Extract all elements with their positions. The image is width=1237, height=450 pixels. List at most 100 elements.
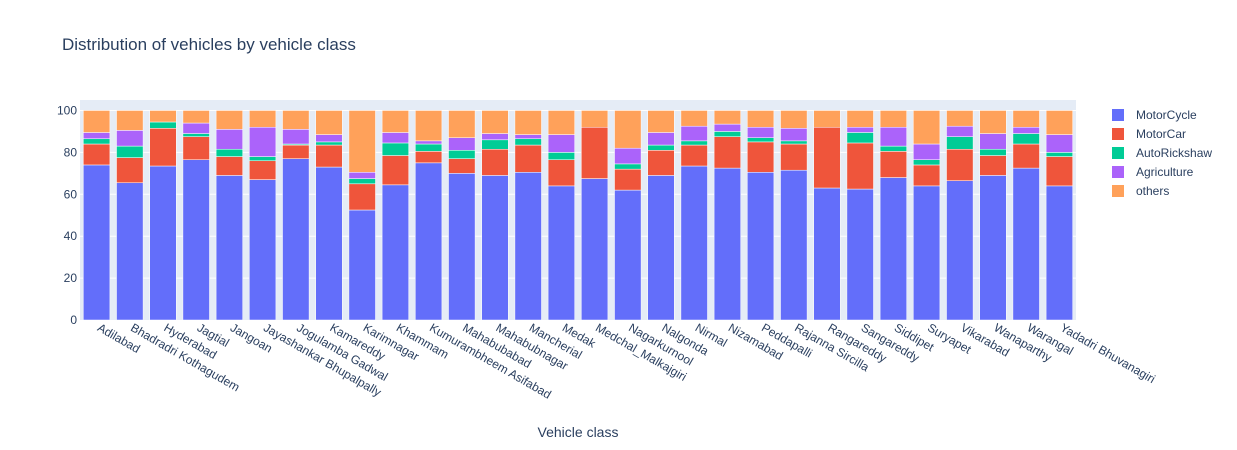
bar-agriculture-17 [647,132,675,146]
bar-motorcar-13 [514,144,542,173]
bar-motorcycle-6 [282,158,310,321]
legend-item-agriculture[interactable]: Agriculture [1112,165,1194,179]
legend-label: MotorCycle [1136,108,1197,122]
bar-agriculture-21 [780,128,808,142]
legend[interactable]: MotorCycle MotorCar AutoRickshaw Agricultur… [1112,108,1212,198]
bar-others-15 [581,110,609,128]
bar-motorcar-18 [680,144,708,167]
bar-agriculture-6 [282,129,310,145]
legend-item-others[interactable]: others [1112,184,1169,198]
bar-agriculture-3 [182,122,210,134]
bar-agriculture-7 [315,134,343,143]
legend-label: AutoRickshaw [1136,146,1212,160]
bar-motorcar-12 [481,148,509,176]
y-tick-label: 60 [64,187,78,201]
bar-agriculture-12 [481,133,509,141]
x-axis-title: Vehicle class [538,424,619,440]
bar-motorcar-14 [547,159,575,187]
bar-motorcycle-26 [946,180,974,321]
bar-motorcar-19 [713,136,741,169]
bar-others-10 [415,110,443,142]
bar-agriculture-29 [1045,134,1073,153]
bar-motorcycle-19 [713,167,741,321]
bar-autorickshaw-12 [481,139,509,150]
bar-autorickshaw-13 [514,138,542,146]
bar-motorcar-21 [780,143,808,171]
legend-item-motorcar[interactable]: MotorCar [1112,127,1186,141]
bar-motorcar-27 [979,155,1007,176]
bar-others-27 [979,110,1007,134]
bar-motorcycle-21 [780,169,808,321]
bar-others-4 [215,110,243,130]
bar-motorcycle-3 [182,159,210,321]
bar-autorickshaw-20 [747,137,775,143]
bar-motorcar-6 [282,144,310,159]
bar-motorcycle-7 [315,166,343,321]
bar-agriculture-20 [747,126,775,138]
bar-autorickshaw-14 [547,152,575,160]
bar-autorickshaw-0 [83,138,111,145]
legend-swatch [1112,109,1124,121]
bar-motorcycle-4 [215,175,243,321]
bar-motorcycle-24 [879,177,907,321]
bar-autorickshaw-1 [116,145,144,158]
y-tick-label: 0 [70,313,77,327]
bar-agriculture-26 [946,125,974,137]
bar-agriculture-28 [1012,126,1040,134]
bar-others-22 [813,110,841,128]
bar-others-18 [680,110,708,127]
bar-motorcar-24 [879,151,907,178]
legend-swatch [1112,147,1124,159]
legend-swatch [1112,128,1124,140]
bar-others-6 [282,110,310,130]
bar-autorickshaw-24 [879,145,907,152]
bar-motorcycle-12 [481,175,509,321]
bar-motorcar-28 [1012,143,1040,169]
legend-item-motorcycle[interactable]: MotorCycle [1112,108,1197,122]
bar-motorcycle-9 [381,184,409,321]
bar-motorcycle-18 [680,165,708,321]
bar-agriculture-24 [879,126,907,147]
bar-motorcar-1 [116,157,144,184]
bar-autorickshaw-8 [348,178,376,185]
bar-motorcar-29 [1045,156,1073,187]
bar-agriculture-27 [979,133,1007,150]
plot-area [80,100,1076,320]
bar-motorcycle-13 [514,172,542,321]
bar-motorcycle-29 [1045,185,1073,321]
y-axis-ticks: 0 20 40 60 80 100 [57,103,77,327]
bar-others-25 [913,110,941,145]
y-tick-label: 40 [64,229,78,243]
bar-autorickshaw-21 [780,140,808,145]
bar-motorcycle-10 [415,162,443,321]
bar-motorcar-26 [946,148,974,181]
bar-motorcycle-25 [913,185,941,321]
bar-others-19 [713,110,741,125]
bar-autorickshaw-29 [1045,152,1073,157]
bar-motorcycle-15 [581,178,609,321]
bar-agriculture-19 [713,123,741,132]
bar-others-12 [481,110,509,134]
bar-autorickshaw-9 [381,142,409,156]
bar-agriculture-16 [614,147,642,165]
bar-others-17 [647,110,675,133]
bar-motorcar-5 [249,160,277,180]
bar-motorcycle-17 [647,175,675,321]
bar-autorickshaw-18 [680,140,708,146]
bar-others-13 [514,110,542,135]
bar-motorcar-7 [315,144,343,168]
bar-agriculture-5 [249,126,277,157]
bar-autorickshaw-7 [315,141,343,146]
bar-motorcar-16 [614,168,642,191]
bar-motorcycle-0 [83,164,111,321]
bar-others-28 [1012,110,1040,128]
legend-label: Agriculture [1136,165,1194,179]
bar-others-5 [249,110,277,128]
bar-agriculture-1 [116,130,144,147]
bar-agriculture-14 [547,134,575,153]
bar-motorcycle-8 [348,209,376,321]
legend-item-autorickshaw[interactable]: AutoRickshaw [1112,146,1212,160]
bar-others-16 [614,110,642,149]
